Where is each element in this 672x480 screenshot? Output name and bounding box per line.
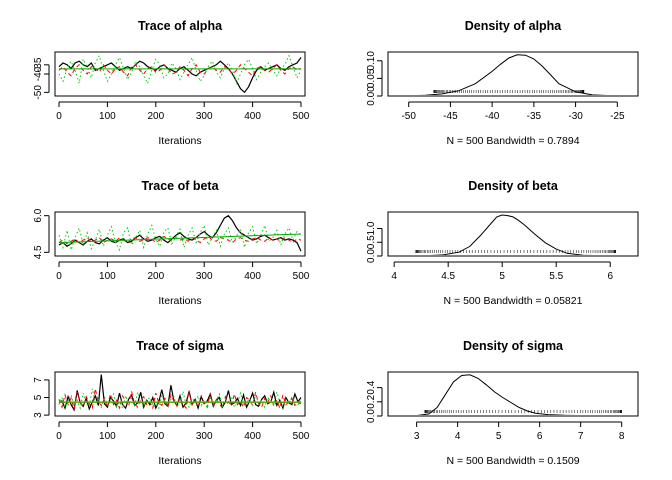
panel-6: Density of sigma 3 4 5 6 7 8 0.00.20.4 N = 500 B…: [366, 339, 639, 467]
x-tick-label: 300: [196, 111, 213, 122]
y-tick-label: -35: [33, 57, 44, 72]
x-tick-label: 400: [244, 271, 261, 282]
y-tick-label: 0.05: [366, 68, 377, 88]
x-tick-label: 300: [196, 271, 213, 282]
x-axis-label: N = 500 Bandwidth = 0.05821: [444, 295, 583, 307]
x-tick-label: 0: [56, 271, 62, 282]
x-tick-label: 500: [293, 431, 310, 442]
x-tick-label: 0: [56, 431, 62, 442]
x-tick-label: 7: [578, 431, 584, 442]
panel-title: Trace of alpha: [138, 19, 223, 33]
x-tick-label: 4: [391, 271, 397, 282]
panel-title: Density of beta: [468, 179, 559, 193]
plot-frame: [387, 51, 639, 97]
density-curve: [418, 54, 607, 95]
trace-series-3: [58, 54, 302, 85]
y-tick-label: 3: [33, 412, 44, 418]
plot-area: [58, 54, 302, 94]
x-tick-label: 5.5: [549, 271, 563, 282]
x-tick-label: 6: [537, 431, 543, 442]
x-tick-label: 5: [499, 271, 505, 282]
plot-area: [58, 214, 302, 252]
x-tick-label: 8: [619, 431, 625, 442]
panel-4: Density of beta 4 4.5 5 5.5 6 0.00.51.0 N = 500…: [366, 179, 639, 307]
x-tick-label: 3: [414, 431, 420, 442]
trace-series-3: [58, 388, 302, 410]
x-tick-label: 100: [99, 271, 116, 282]
x-tick-label: -45: [443, 111, 458, 122]
x-tick-label: -30: [568, 111, 583, 122]
x-tick-label: 6: [607, 271, 613, 282]
plot-frame: [387, 211, 639, 257]
y-tick-label: 6.0: [33, 208, 44, 222]
x-axis-label: Iterations: [158, 455, 201, 467]
y-tick-label: 5: [33, 394, 44, 400]
trace-series-4: [58, 233, 302, 244]
x-tick-label: 100: [99, 111, 116, 122]
panel-2: Density of alpha-50 -45 -40 -35 -30 -250.000.…: [366, 19, 639, 147]
y-tick-label: 4.5: [33, 245, 44, 259]
x-axis-label: N = 500 Bandwidth = 0.7894: [446, 135, 579, 147]
panel-title: Density of sigma: [463, 339, 564, 353]
y-tick-label: 0.0: [366, 249, 377, 263]
plot-frame: [387, 371, 639, 417]
x-tick-label: 500: [293, 271, 310, 282]
x-tick-label: -25: [610, 111, 625, 122]
x-tick-label: 300: [196, 431, 213, 442]
plot-frame: [54, 51, 306, 97]
trace-series-1: [58, 374, 302, 412]
y-tick-label: 0.5: [366, 235, 377, 249]
trace-series-3: [58, 223, 302, 252]
panel-3: Trace of beta 0 100 200 300 400 500 4.5 6.0 Itera…: [33, 179, 310, 307]
x-tick-label: 5: [496, 431, 502, 442]
x-tick-label: 400: [244, 431, 261, 442]
x-tick-label: -40: [485, 111, 500, 122]
panel-title: Density of alpha: [465, 19, 563, 33]
x-tick-label: 0: [56, 111, 62, 122]
x-tick-label: -50: [401, 111, 416, 122]
x-tick-label: 4: [455, 431, 461, 442]
density-curve: [430, 214, 593, 255]
trace-series-1: [58, 214, 302, 252]
y-tick-label: 0.10: [366, 51, 377, 71]
trace-series-2: [58, 63, 302, 77]
y-tick-label: 1.0: [366, 221, 377, 235]
y-tick-label: 0.4: [366, 380, 377, 394]
x-tick-label: -35: [527, 111, 542, 122]
plot-frame: [54, 211, 306, 257]
plot-area: [415, 214, 616, 255]
x-tick-label: 200: [147, 431, 164, 442]
x-axis-label: Iterations: [158, 135, 201, 147]
x-axis-label: Iterations: [158, 295, 201, 307]
y-tick-label: 0.2: [366, 394, 377, 408]
plot-frame: [54, 371, 306, 417]
panel-title: Trace of beta: [141, 179, 219, 193]
trace-series-2: [58, 235, 302, 245]
x-tick-label: 200: [147, 111, 164, 122]
plot-area: [58, 374, 302, 412]
x-axis-label: N = 500 Bandwidth = 0.1509: [446, 455, 579, 467]
y-tick-label: 0.00: [366, 86, 377, 106]
panel-5: Trace of sigma 0 100 200 300 400 500 3 5 7 Iterati…: [33, 339, 310, 467]
panel-title: Trace of sigma: [136, 339, 225, 353]
x-tick-label: 200: [147, 271, 164, 282]
plot-area: [417, 374, 622, 415]
x-tick-label: 500: [293, 111, 310, 122]
plot-area: [418, 54, 607, 95]
panel-1: Trace of alpha 0 100 200 300 400 500 -50 -40-35 I…: [33, 19, 310, 147]
y-tick-label: -50: [33, 85, 44, 100]
x-tick-label: 100: [99, 431, 116, 442]
y-tick-label: 7: [33, 377, 44, 383]
density-curve: [417, 374, 576, 415]
y-tick-label: -40: [33, 66, 44, 81]
x-tick-label: 4.5: [441, 271, 455, 282]
y-tick-label: 0.0: [366, 409, 377, 423]
x-tick-label: 400: [244, 111, 261, 122]
